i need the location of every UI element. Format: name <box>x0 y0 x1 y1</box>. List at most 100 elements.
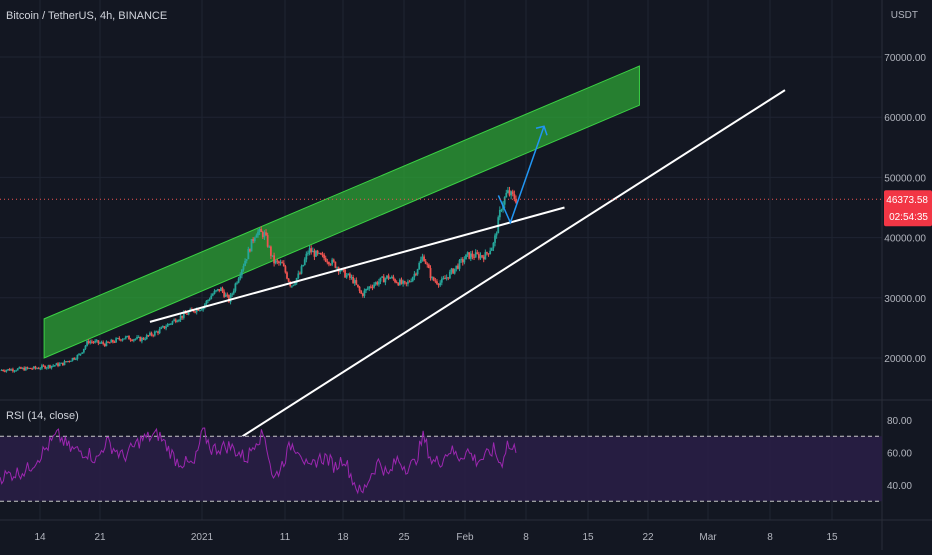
candle-body <box>232 290 235 294</box>
candle-body <box>471 253 474 257</box>
candle-body <box>2 369 5 371</box>
candle-body <box>505 192 508 198</box>
candle-body <box>279 262 282 264</box>
time-tick-label: 15 <box>582 532 594 543</box>
candle-body <box>121 339 124 341</box>
candle-body <box>102 342 105 344</box>
candle-body <box>307 252 309 254</box>
candle-body <box>23 367 26 371</box>
candle-body <box>394 279 396 283</box>
time-tick-label: 15 <box>826 532 838 543</box>
candle-body <box>134 338 137 340</box>
candle-body <box>118 338 121 340</box>
candle-body <box>105 341 108 347</box>
candle-body <box>357 284 359 287</box>
candle-body <box>447 277 450 279</box>
candle-body <box>515 199 517 203</box>
candle-body <box>492 242 495 249</box>
candle-body <box>261 232 264 238</box>
candle-body <box>489 250 492 255</box>
candle-body <box>421 256 424 260</box>
candle-body <box>300 266 303 274</box>
price-tick-label: 30000.00 <box>884 294 926 305</box>
candle-body <box>479 255 482 259</box>
candle-body <box>257 231 259 236</box>
candle-body <box>386 275 388 279</box>
candle-body <box>405 282 408 284</box>
candle-body <box>437 283 440 286</box>
candle-body <box>450 268 453 272</box>
candle-body <box>361 293 364 296</box>
candle-body <box>273 255 276 264</box>
time-tick-label: 22 <box>642 532 654 543</box>
candle-body <box>20 367 22 369</box>
candle-body <box>384 278 387 283</box>
candle-body <box>218 289 221 292</box>
candle-body <box>318 252 321 254</box>
symbol-title: Bitcoin / TetherUS, 4h, BINANCE <box>6 10 168 22</box>
candle-body <box>484 252 487 260</box>
candle-body <box>487 253 490 255</box>
candle-body <box>68 361 71 363</box>
candle-body <box>299 273 301 275</box>
candle-body <box>103 343 106 347</box>
candle-body <box>373 284 375 288</box>
candle-body <box>424 261 427 264</box>
candle-body <box>498 209 501 218</box>
candle-body <box>224 294 227 297</box>
time-tick-label: 2021 <box>191 532 214 543</box>
candle-body <box>15 370 18 372</box>
candle-body <box>445 277 448 279</box>
candle-body <box>124 336 127 339</box>
candle-body <box>195 308 198 313</box>
candle-body <box>395 282 398 284</box>
candle-body <box>36 368 38 370</box>
candle-body <box>439 282 442 286</box>
candle-body <box>163 326 166 329</box>
candle-body <box>142 337 145 340</box>
price-tick-label: 70000.00 <box>884 53 926 64</box>
candle-body <box>60 362 63 364</box>
candle-body <box>152 335 155 337</box>
price-tick-label: 60000.00 <box>884 113 926 124</box>
candle-body <box>94 340 97 343</box>
candle-body <box>73 357 76 360</box>
candle-body <box>319 252 322 255</box>
candle-body <box>368 286 371 289</box>
candle-body <box>360 290 363 294</box>
rsi-tick-label: 40.00 <box>887 481 912 492</box>
candle-body <box>268 246 271 248</box>
candle-body <box>369 286 372 288</box>
candle-body <box>345 274 348 278</box>
candle-body <box>55 363 58 366</box>
candle-body <box>392 276 395 280</box>
candle-body <box>70 360 72 362</box>
candle-body <box>407 281 409 284</box>
price-badge <box>884 190 932 227</box>
candle-body <box>410 281 413 283</box>
candle-body <box>26 367 29 369</box>
candle-body <box>436 281 438 284</box>
candle-body <box>334 261 337 268</box>
candle-body <box>41 365 43 369</box>
candle-body <box>11 369 14 372</box>
candle-body <box>398 279 401 286</box>
candle-body <box>231 293 234 295</box>
candle-body <box>474 252 477 258</box>
candle-body <box>178 319 180 322</box>
candle-body <box>381 276 384 278</box>
candle-body <box>5 370 8 372</box>
candle-body <box>331 259 334 265</box>
candle-body <box>324 258 327 262</box>
candle-body <box>323 254 325 259</box>
candle-body <box>336 267 338 269</box>
candle-body <box>140 337 143 342</box>
candle-body <box>503 197 506 205</box>
candle-body <box>476 252 479 254</box>
candle-body <box>210 295 213 300</box>
candle-body <box>181 315 184 318</box>
candle-body <box>486 252 488 254</box>
candle-body <box>442 278 445 280</box>
candle-body <box>28 367 30 369</box>
